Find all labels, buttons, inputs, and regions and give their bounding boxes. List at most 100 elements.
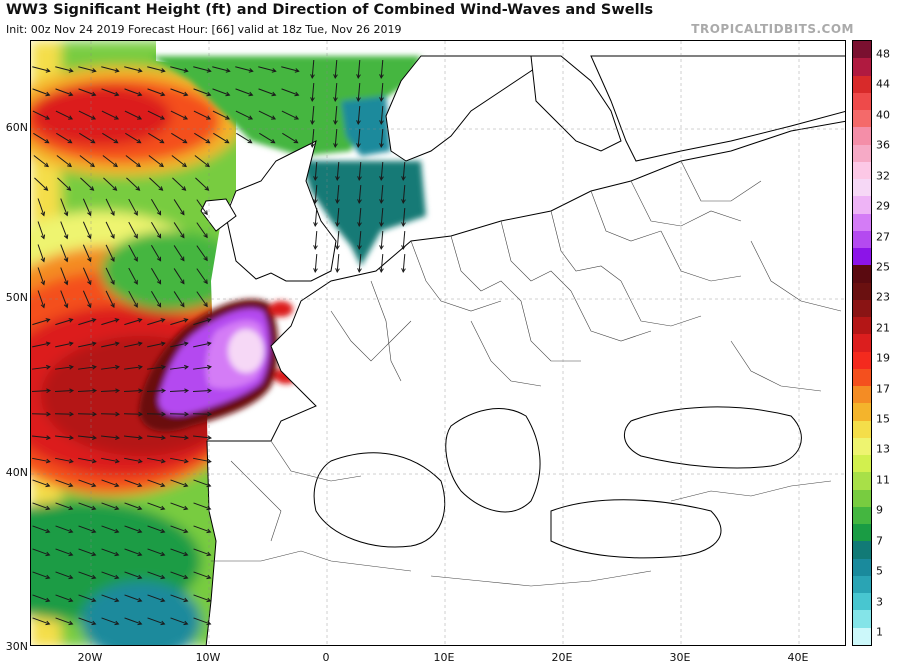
wave-direction-arrow xyxy=(151,244,162,262)
wave-direction-arrow xyxy=(101,502,120,511)
wave-direction-arrow xyxy=(169,388,190,394)
wave-direction-arrow xyxy=(124,66,143,73)
lon-label-20e: 20E xyxy=(551,651,573,664)
colorbar-swatch xyxy=(853,420,871,438)
wave-direction-arrow xyxy=(173,222,185,239)
colorbar-swatch xyxy=(853,541,871,559)
wave-direction-arrow xyxy=(171,132,188,144)
wave-direction-arrow xyxy=(335,161,340,182)
wave-direction-arrow xyxy=(213,132,230,144)
wave-direction-arrow xyxy=(149,177,164,191)
wave-direction-arrow xyxy=(82,244,92,263)
wave-direction-arrow xyxy=(258,88,277,97)
wave-direction-arrow xyxy=(151,221,162,239)
wave-direction-arrow xyxy=(55,66,74,73)
wave-direction-arrow xyxy=(310,59,315,80)
map-canvas xyxy=(31,41,845,645)
wave-direction-arrow xyxy=(54,411,75,417)
wave-direction-arrow xyxy=(401,230,406,251)
colorbar-swatch xyxy=(853,368,871,386)
colorbar-swatch xyxy=(853,213,871,231)
colorbar-tick-label: 36 xyxy=(876,138,890,152)
colorbar-tick-label: 21 xyxy=(876,321,890,335)
wave-direction-arrow xyxy=(147,341,166,348)
wave-direction-arrow xyxy=(212,66,231,73)
wave-direction-arrow xyxy=(124,479,143,488)
wave-direction-arrow xyxy=(193,571,212,580)
wave-direction-arrow xyxy=(170,341,189,348)
colorbar-swatch xyxy=(853,524,871,542)
wave-direction-arrow xyxy=(235,110,254,120)
wave-direction-arrow xyxy=(37,198,46,217)
wave-direction-arrow xyxy=(105,290,115,309)
wave-direction-arrow xyxy=(105,221,115,240)
wave-direction-arrow xyxy=(356,82,361,103)
wave-direction-arrow xyxy=(101,571,120,580)
colorbar-tick-label: 27 xyxy=(876,230,890,244)
wave-direction-arrow xyxy=(101,88,120,97)
wave-direction-arrow xyxy=(151,198,162,216)
wave-direction-arrow xyxy=(37,290,46,309)
colorbar-swatch xyxy=(853,489,871,507)
wave-direction-arrow xyxy=(151,267,162,285)
wave-direction-arrow xyxy=(54,435,74,440)
wave-direction-arrow xyxy=(32,594,51,603)
wave-direction-arrow xyxy=(192,388,213,394)
wave-direction-arrow xyxy=(78,66,97,73)
wave-direction-arrow xyxy=(33,132,50,144)
wave-direction-arrow xyxy=(78,88,97,97)
wave-direction-arrow xyxy=(335,207,340,228)
wave-direction-arrow xyxy=(259,132,276,144)
wave-direction-arrow xyxy=(170,110,189,120)
wave-direction-arrow xyxy=(357,230,362,251)
wave-direction-arrow xyxy=(56,155,72,168)
wave-direction-arrow xyxy=(79,132,96,144)
wave-direction-arrow xyxy=(128,198,138,216)
wave-direction-arrow xyxy=(32,364,51,370)
colorbar-swatch xyxy=(853,558,871,576)
wave-direction-arrow xyxy=(313,161,318,182)
chart-subtitle: Init: 00z Nov 24 2019 Forecast Hour: [66… xyxy=(6,23,402,36)
wave-direction-arrow xyxy=(77,435,97,440)
wave-direction-arrow xyxy=(193,617,212,626)
wave-direction-arrow xyxy=(128,267,138,285)
colorbar-swatch xyxy=(853,179,871,197)
wave-direction-arrow xyxy=(124,502,143,511)
wave-direction-arrow xyxy=(379,207,384,228)
colorbar-swatch xyxy=(853,351,871,369)
wave-direction-arrow xyxy=(55,318,74,326)
lon-label-40e: 40E xyxy=(787,651,809,664)
wave-direction-arrow xyxy=(123,411,144,417)
wave-direction-arrow xyxy=(55,479,74,488)
wave-direction-arrow xyxy=(379,82,384,103)
lat-label-50n: 50N xyxy=(5,291,28,304)
wave-direction-arrow xyxy=(33,155,49,168)
wave-direction-arrow xyxy=(193,594,212,603)
wave-direction-arrow xyxy=(379,128,384,149)
wave-direction-arrow xyxy=(147,479,166,488)
wave-direction-arrow xyxy=(101,66,120,73)
wave-direction-arrow xyxy=(357,207,362,228)
wave-direction-arrow xyxy=(78,594,97,603)
wave-direction-arrow xyxy=(379,161,384,182)
colorbar-tick-label: 5 xyxy=(876,564,883,578)
wave-direction-arrow xyxy=(34,177,49,191)
wave-direction-arrow xyxy=(100,435,120,440)
wave-direction-arrow xyxy=(193,318,212,326)
wave-direction-arrow xyxy=(170,571,189,580)
wave-direction-arrow xyxy=(333,128,338,149)
wave-direction-arrow xyxy=(124,548,143,557)
wave-direction-arrow xyxy=(235,66,254,73)
wave-direction-arrow xyxy=(125,155,141,168)
wave-direction-arrow xyxy=(172,177,187,191)
wave-direction-arrow xyxy=(60,290,69,309)
wave-direction-arrow xyxy=(146,435,166,440)
wave-direction-arrow xyxy=(281,66,300,73)
wave-direction-arrow xyxy=(78,110,97,120)
lon-label-30e: 30E xyxy=(669,651,691,664)
wave-direction-arrow xyxy=(32,341,51,348)
wave-direction-arrow xyxy=(79,155,95,168)
wave-direction-arrow xyxy=(128,221,138,239)
wave-direction-arrow xyxy=(310,82,315,103)
wave-direction-arrow xyxy=(169,435,189,440)
